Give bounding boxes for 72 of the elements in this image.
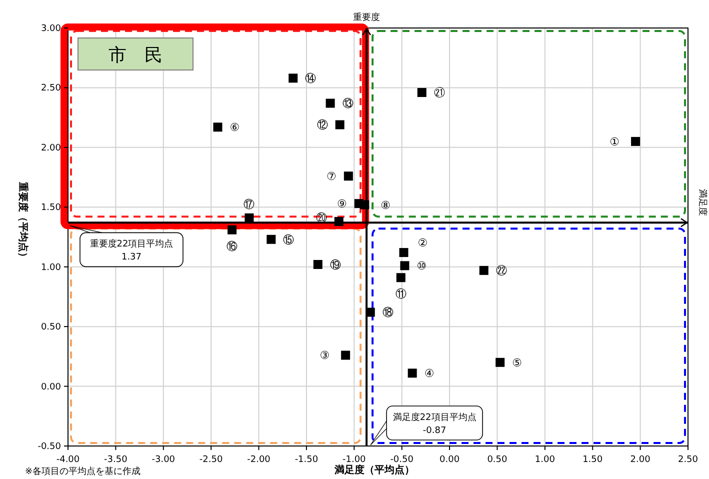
point: [631, 136, 640, 146]
series-label: ⑫: [316, 118, 328, 132]
x-tick-label: -1.50: [294, 455, 318, 465]
y-axis-title: 重要度（平均点）: [17, 181, 29, 262]
point: [341, 350, 350, 360]
x-tick-label: -4.00: [56, 455, 80, 465]
series-label: ㉒: [496, 264, 507, 278]
y-tick-label: -0.50: [38, 442, 62, 452]
y-tick-label: 3.00: [40, 24, 62, 34]
point: [366, 308, 375, 317]
series-label: ⑬: [342, 97, 354, 110]
point: [326, 98, 335, 108]
y-tick-label: 1.50: [40, 203, 62, 214]
x-tick-label: -2.00: [247, 455, 271, 465]
text: 重要度: [353, 12, 380, 23]
x-tick-label: -0.50: [390, 455, 414, 465]
x-tick-label: -3.00: [152, 455, 176, 465]
y-tick-label: 0.50: [40, 322, 62, 333]
series-label: ⑩: [416, 260, 427, 273]
series-label: ㉑: [434, 86, 445, 100]
x-tick-label: 0.00: [440, 455, 460, 465]
point: [288, 74, 298, 83]
series-label: ⑭: [305, 72, 316, 86]
x-tick-label: 0.50: [487, 455, 508, 465]
point: [244, 213, 254, 222]
series-label: ⑲: [330, 258, 341, 272]
x-tick-label: -3.50: [104, 455, 128, 465]
y-tick-label: 2.00: [40, 143, 62, 154]
text: 満足度: [697, 189, 708, 216]
series-label: ⑱: [382, 306, 394, 320]
y-tick-label: 1.00: [40, 262, 62, 273]
point: [479, 266, 488, 275]
series-label: ①: [610, 135, 620, 148]
point: [408, 368, 417, 378]
legend-label: 重要度22項目平均点 1.37: [90, 238, 174, 263]
series-label: ③: [320, 349, 330, 362]
point: [334, 216, 344, 226]
point: [496, 358, 505, 367]
series-label: ②: [418, 236, 428, 250]
point: [266, 234, 276, 244]
text: ※各項目の平均点を基に作成: [25, 466, 141, 477]
x-tick-label: 2.50: [678, 455, 698, 465]
series-label: ④: [424, 367, 434, 380]
point: [228, 225, 237, 234]
point: [354, 199, 364, 208]
series-label: ⑪: [395, 288, 406, 301]
point: [399, 248, 408, 258]
series-label: ⑧: [380, 198, 391, 212]
text: 市 民: [108, 45, 162, 66]
point: [400, 261, 410, 270]
x-tick-label: 1.00: [534, 455, 556, 465]
point: [396, 273, 406, 282]
x-tick-label: -1.00: [342, 455, 366, 465]
series-label: ⑰: [244, 198, 255, 211]
x-tick-label: 1.50: [582, 455, 603, 465]
point: [335, 120, 344, 130]
series-label: ⑮: [283, 233, 294, 246]
point: [417, 88, 426, 97]
y-tick-label: 0.00: [40, 382, 62, 392]
series-label: ⑦: [326, 170, 337, 184]
x-axis-title: 満足度（平均点）: [334, 464, 415, 476]
point: [313, 260, 322, 269]
point: [344, 172, 353, 181]
x-tick-label: -2.50: [199, 455, 223, 465]
ref-line-label: 満足度22項目平均点 -0.87: [392, 412, 476, 436]
series-label: ⑯: [226, 240, 238, 253]
point: [213, 122, 222, 132]
y-tick-label: 2.50: [40, 84, 62, 94]
x-tick-label: 2.00: [630, 455, 651, 465]
series-label: ⑥: [230, 121, 240, 134]
series-label: ⑤: [512, 356, 522, 370]
series-label: ⑨: [337, 198, 348, 211]
